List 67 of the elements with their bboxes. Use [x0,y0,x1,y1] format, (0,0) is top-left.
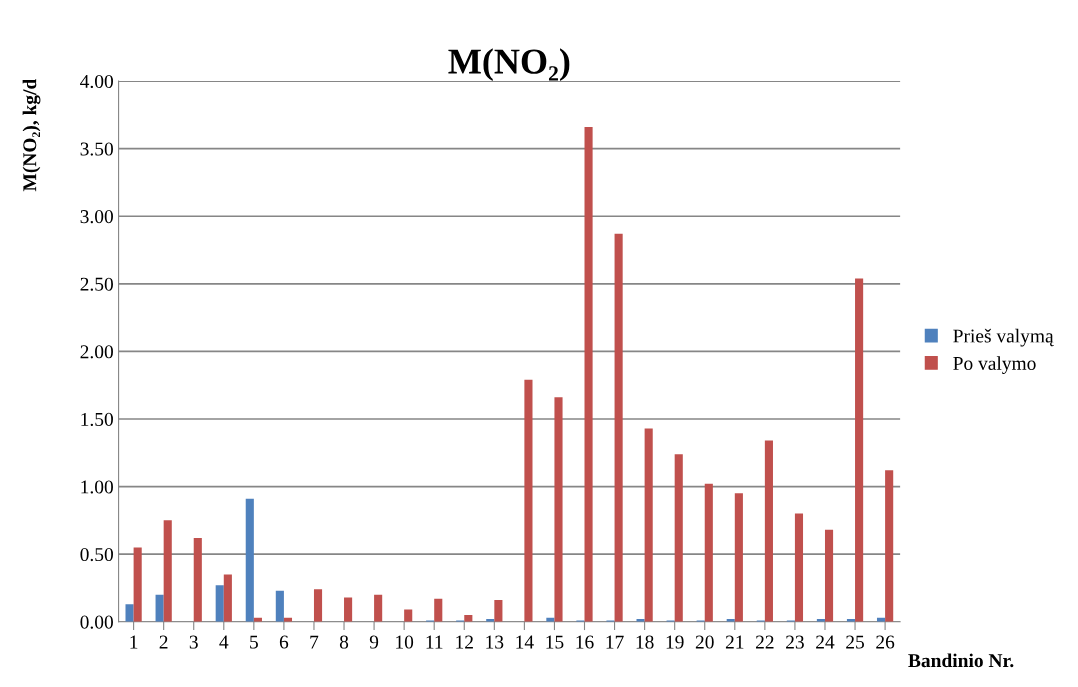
bar [674,454,683,622]
x-tick-label: 25 [846,635,864,649]
y-tick-label: 1.50 [81,412,113,427]
x-tick-label: 17 [606,635,624,649]
x-tick-label: 26 [876,635,895,649]
bar [584,127,593,622]
bar [644,428,653,622]
bar [734,493,743,622]
bar [855,278,864,622]
x-tick-label: 23 [786,635,804,649]
x-tick-label: 21 [725,635,744,649]
bar [313,589,323,622]
x-tick-label: 1 [130,635,138,649]
x-tick-label: 10 [396,635,414,649]
x-tick-label: 13 [486,635,504,649]
y-tick-label: 1.00 [81,480,113,494]
bar [554,397,563,622]
x-tick-label: 12 [456,635,473,649]
y-tick-label: 0.50 [80,547,113,562]
x-tick-label: 7 [310,635,319,649]
y-tick-label: 4.00 [80,74,113,89]
x-tick-label: 16 [576,635,594,649]
legend-label: Po valymo [953,356,1036,374]
x-tick-label: 20 [695,635,714,649]
bar [794,513,804,622]
x-tick-label: 11 [426,635,443,649]
bar [885,470,894,622]
y-axis-title: M(NO₂), kg/d [22,78,41,192]
y-tick-label: 0.00 [80,615,113,629]
x-tick-label: 8 [339,635,349,649]
bar [215,585,224,622]
bar [374,594,383,622]
bar [434,598,443,622]
y-tick-label: 3.00 [80,210,113,224]
bar [155,594,164,622]
bar [223,574,232,622]
y-tick-label: 3.50 [80,142,113,156]
x-tick-label: 24 [816,635,835,649]
x-tick-label: 14 [516,635,534,649]
x-tick-label: 15 [546,635,564,649]
bar [125,604,134,622]
bar [133,547,142,622]
bar [163,520,172,622]
bar [824,529,834,622]
bar [245,498,254,622]
chart-title: M(NO₂) [448,48,570,82]
bar [193,537,202,622]
bar [275,590,284,622]
bar [614,233,623,622]
x-tick-label: 18 [636,635,654,649]
x-tick-label: 5 [250,635,258,649]
x-axis-title: Bandinio Nr. [908,653,1014,668]
x-tick-label: 9 [369,635,379,649]
bar [764,440,773,622]
bar [704,483,713,622]
x-tick-label: 2 [159,635,168,649]
y-tick-label: 2.00 [80,345,113,359]
bar [494,600,503,622]
legend-label: Prieš valymą [953,328,1054,347]
x-tick-label: 3 [189,635,198,649]
x-tick-label: 4 [219,635,229,649]
y-tick-label: 2.50 [80,277,113,291]
x-tick-label: 6 [279,635,289,649]
bar [344,597,353,622]
x-tick-label: 19 [666,635,684,649]
bar [524,379,533,622]
x-tick-label: 22 [755,635,774,649]
